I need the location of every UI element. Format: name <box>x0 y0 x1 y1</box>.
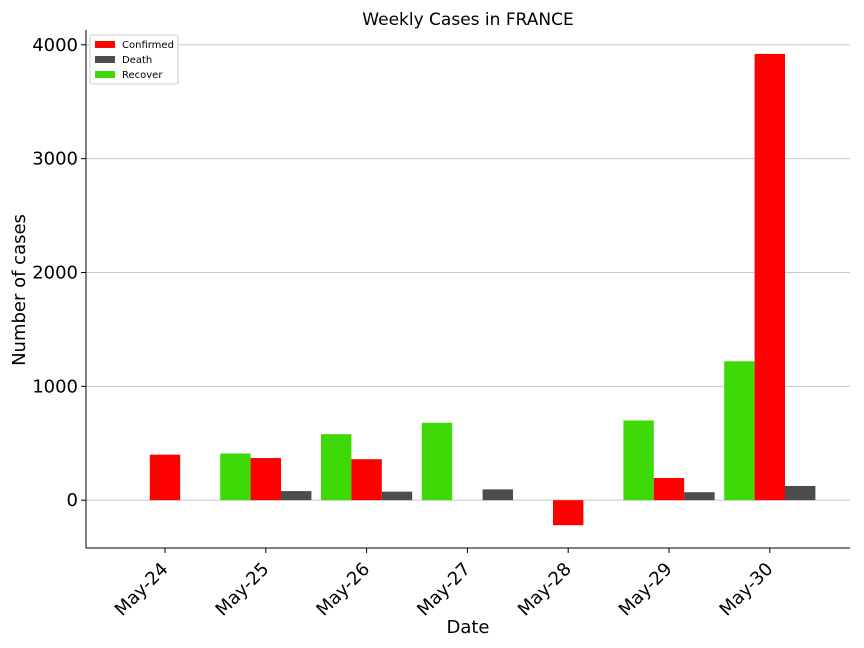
legend-swatch-recover <box>95 71 115 78</box>
y-ticks: 0 1000 2000 3000 4000 <box>32 35 86 511</box>
bar-recover <box>321 434 352 501</box>
bar-recover <box>421 422 453 501</box>
x-tick-label: May-25 <box>212 559 274 621</box>
bar-death <box>281 491 312 501</box>
bar-confirmed <box>754 53 785 501</box>
legend-label-death: Death <box>122 55 152 66</box>
bar-confirmed <box>149 454 181 501</box>
bar-death <box>381 491 413 501</box>
x-tick-label: May-24 <box>111 559 173 621</box>
bar-recover <box>623 420 654 501</box>
x-ticks: May-24 May-25 May-26 May-27 May-28 May-29 May-… <box>111 548 778 621</box>
bar-death <box>785 485 816 501</box>
y-tick-label: 0 <box>67 490 78 511</box>
bar-confirmed <box>351 459 382 501</box>
x-axis-title: Date <box>446 617 489 638</box>
bar-confirmed <box>653 477 685 501</box>
y-tick-label: 1000 <box>32 376 78 397</box>
y-tick-label: 2000 <box>32 262 78 283</box>
x-tick-label: May-26 <box>312 559 374 621</box>
legend-swatch-confirmed <box>95 41 115 48</box>
y-tick-label: 4000 <box>32 35 78 56</box>
legend-label-recover: Recover <box>122 70 163 81</box>
bar-confirmed <box>250 458 281 501</box>
bar-confirmed <box>553 500 584 526</box>
x-tick-label: May-27 <box>413 559 475 621</box>
chart-title: Weekly Cases in FRANCE <box>362 10 573 30</box>
bar-recover <box>220 453 251 501</box>
bars <box>149 53 816 526</box>
legend: Confirmed Death Recover <box>89 34 179 85</box>
x-tick-label: May-28 <box>514 559 576 621</box>
x-tick-label: May-29 <box>615 559 677 621</box>
gridlines <box>86 44 850 501</box>
bar-death <box>482 489 513 501</box>
x-tick-label: May-30 <box>716 559 778 621</box>
bar-recover <box>724 361 755 501</box>
legend-swatch-death <box>95 56 115 63</box>
y-tick-label: 3000 <box>32 149 78 170</box>
y-axis-title: Number of cases <box>9 214 30 366</box>
bar-death <box>684 492 715 501</box>
legend-label-confirmed: Confirmed <box>122 40 174 51</box>
axes <box>85 30 850 549</box>
